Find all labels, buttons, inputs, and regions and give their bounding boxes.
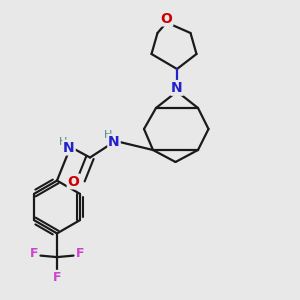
Text: O: O [68,175,80,188]
Text: H: H [59,136,67,147]
Text: N: N [63,141,75,154]
Text: F: F [53,271,61,284]
Text: N: N [108,135,120,148]
Text: N: N [171,81,183,95]
Text: F: F [30,247,38,260]
Text: H: H [104,130,112,140]
Text: F: F [76,247,84,260]
Text: O: O [160,12,172,26]
